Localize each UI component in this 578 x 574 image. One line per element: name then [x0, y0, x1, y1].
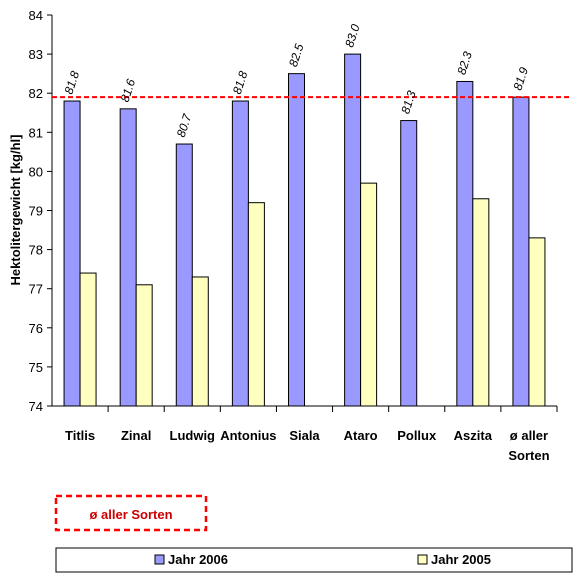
legend-swatch — [417, 554, 428, 565]
data-label: 82.3 — [454, 50, 475, 77]
bars — [63, 53, 546, 407]
y-tick-label: 84 — [29, 8, 43, 23]
bar-jahr-2006 — [512, 96, 530, 407]
average-legend-box: ø aller Sorten — [54, 494, 208, 532]
data-label: 80.7 — [174, 111, 195, 139]
average-legend-frame — [54, 494, 208, 532]
bar-jahr-2005 — [472, 198, 490, 407]
category-label: Sorten — [508, 448, 549, 463]
data-label: 81.8 — [62, 69, 83, 96]
category-label: Siala — [289, 428, 320, 443]
legend-frame — [55, 547, 573, 573]
bar-jahr-2005 — [528, 237, 546, 407]
bar-jahr-2006 — [344, 53, 362, 407]
bar-jahr-2006 — [456, 80, 474, 407]
bar-jahr-2005 — [247, 202, 265, 407]
bar-jahr-2005 — [135, 284, 153, 407]
y-tick-label: 75 — [29, 360, 43, 375]
legend-label: Jahr 2006 — [168, 552, 228, 567]
y-tick-label: 77 — [29, 282, 43, 297]
y-tick-label: 80 — [29, 164, 43, 179]
y-tick-label: 79 — [29, 204, 43, 219]
data-label: 81.6 — [118, 77, 139, 104]
bar-jahr-2005 — [79, 272, 97, 407]
category-label: Aszita — [454, 428, 493, 443]
bar-jahr-2006 — [231, 100, 249, 407]
average-legend-label: ø aller Sorten — [89, 507, 172, 522]
category-label: Ataro — [344, 428, 378, 443]
category-label: Antonius — [220, 428, 276, 443]
category-label: Pollux — [397, 428, 437, 443]
category-label: Ludwig — [170, 428, 216, 443]
y-tick-label: 81 — [29, 125, 43, 140]
data-label: 81.8 — [230, 69, 251, 96]
y-tick-label: 82 — [29, 86, 43, 101]
bar-jahr-2005 — [191, 276, 209, 407]
y-tick-label: 74 — [29, 399, 43, 414]
category-label: Zinal — [121, 428, 151, 443]
bar-jahr-2006 — [63, 100, 81, 407]
data-label: 83.0 — [342, 22, 363, 49]
bar-jahr-2006 — [175, 143, 193, 407]
y-tick-label: 83 — [29, 47, 43, 62]
legend-swatch — [154, 554, 165, 565]
legend: Jahr 2006 Jahr 2005 — [55, 547, 573, 573]
category-label: Titlis — [65, 428, 95, 443]
y-tick-label: 78 — [29, 243, 43, 258]
bar-jahr-2005 — [360, 182, 378, 407]
y-tick-label: 76 — [29, 321, 43, 336]
category-label: ø aller — [510, 428, 548, 443]
data-label: 82.5 — [286, 42, 307, 69]
data-label: 81.9 — [510, 65, 531, 92]
y-axis-title: Hektolitergewicht [kg/hl] — [8, 135, 23, 286]
bar-jahr-2006 — [400, 120, 418, 407]
legend-label: Jahr 2005 — [431, 552, 491, 567]
bar-jahr-2006 — [119, 108, 137, 407]
bar-jahr-2006 — [288, 73, 305, 407]
data-label: 81.3 — [398, 89, 419, 116]
